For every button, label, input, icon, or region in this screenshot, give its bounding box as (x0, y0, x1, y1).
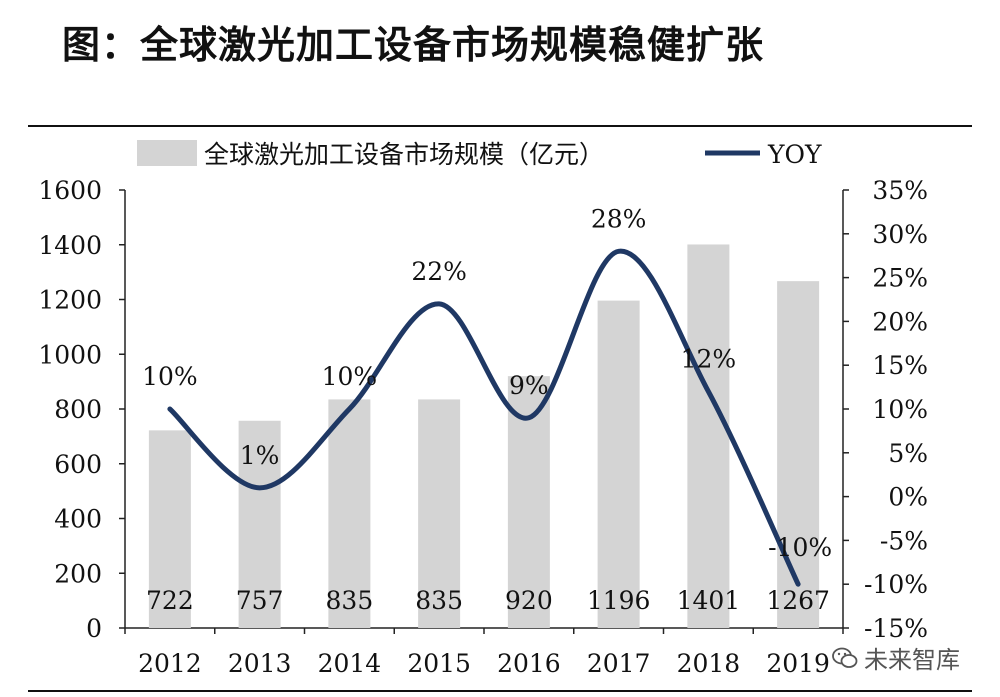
x-tick-label: 2018 (677, 649, 741, 678)
yoy-value-label: 1% (240, 441, 280, 470)
bar (238, 420, 281, 628)
yoy-value-label: 10% (322, 362, 378, 391)
bar-value-label: 1196 (587, 586, 651, 615)
bar-value-label: 835 (326, 586, 374, 615)
right-tick-label: 20% (872, 307, 928, 336)
bar (597, 300, 640, 628)
bar (777, 281, 820, 628)
right-tick-label: 35% (872, 176, 928, 205)
bar-value-label: 835 (415, 586, 463, 615)
bar-value-label: 1401 (677, 586, 741, 615)
x-tick-label: 2014 (318, 649, 382, 678)
bar (687, 244, 730, 628)
legend-bar-label: 全球激光加工设备市场规模（亿元） (204, 140, 604, 169)
chart-title: 图：全球激光加工设备市场规模稳健扩张 (62, 23, 765, 67)
x-tick-label: 2012 (138, 649, 202, 678)
yoy-line (167, 248, 801, 587)
left-tick-label: 200 (54, 559, 102, 588)
left-tick-label: 600 (54, 450, 102, 479)
yoy-series (167, 248, 801, 587)
data-labels: 722 757 835 835 920 1196 1401 1267 10% 1% 10% 22% 9%… (142, 204, 832, 615)
right-tick-label: 15% (872, 351, 928, 380)
legend: 全球激光加工设备市场规模（亿元） YOY (137, 140, 822, 169)
left-tick-label: 800 (54, 395, 102, 424)
bar-value-label: 920 (505, 586, 553, 615)
yoy-value-label: 12% (681, 344, 737, 373)
bar (328, 399, 371, 628)
yoy-value-label: 9% (509, 371, 549, 400)
x-tick-label: 2015 (407, 649, 471, 678)
legend-line-label: YOY (767, 140, 822, 169)
bar-value-label: 1267 (766, 586, 830, 615)
top-rule (28, 125, 972, 127)
right-tick-label: -10% (864, 570, 928, 599)
right-tick-label: -15% (864, 614, 928, 643)
bar-series (148, 244, 820, 628)
bar-value-label: 757 (236, 586, 284, 615)
left-tick-label: 1600 (38, 176, 102, 205)
wechat-icon (832, 647, 858, 668)
left-tick-label: 1000 (38, 340, 102, 369)
x-tick-label: 2016 (497, 649, 561, 678)
bar (418, 399, 461, 628)
left-tick-label: 0 (86, 614, 102, 643)
left-tick-label: 400 (54, 505, 102, 534)
axes: 0 200 400 600 800 1000 1200 1400 1600 -15% -10% -5%… (38, 176, 928, 678)
right-tick-label: -5% (880, 526, 928, 555)
yoy-value-label: 22% (411, 257, 467, 286)
yoy-value-label: 10% (142, 362, 198, 391)
right-tick-label: 10% (872, 395, 928, 424)
right-tick-label: 25% (872, 264, 928, 293)
right-tick-label: 0% (888, 483, 928, 512)
x-tick-label: 2013 (228, 649, 292, 678)
yoy-value-label: -10% (768, 533, 832, 562)
watermark: 未来智库 (832, 640, 960, 675)
x-tick-label: 2019 (766, 649, 830, 678)
left-tick-label: 1400 (38, 231, 102, 260)
right-tick-label: 30% (872, 220, 928, 249)
watermark-text: 未来智库 (864, 646, 960, 674)
bottom-rule (28, 690, 972, 692)
right-tick-label: 5% (888, 439, 928, 468)
left-tick-label: 1200 (38, 286, 102, 315)
yoy-value-label: 28% (591, 204, 647, 233)
legend-bar-swatch (137, 140, 197, 166)
bar-value-label: 722 (146, 586, 194, 615)
bar (148, 430, 191, 628)
x-tick-label: 2017 (587, 649, 651, 678)
